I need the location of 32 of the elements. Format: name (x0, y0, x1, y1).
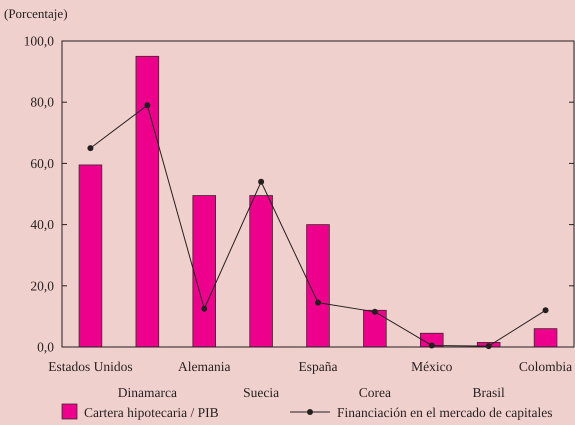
x-tick-label: Estados Unidos (48, 359, 133, 374)
y-tick-label: 0,0 (37, 340, 54, 354)
bar (249, 195, 273, 348)
legend-label: Financiación en el mercado de capitales (337, 405, 553, 420)
y-tick-label: 60,0 (30, 156, 54, 171)
point (201, 306, 208, 312)
y-axis-title: (Porcentaje) (4, 6, 68, 21)
y-tick-label: 80,0 (30, 94, 54, 110)
bar (306, 224, 330, 348)
point (258, 178, 264, 185)
point (372, 308, 378, 315)
point (87, 145, 94, 152)
x-tick-label: México (411, 359, 453, 374)
x-tick-label: Corea (358, 385, 392, 400)
x-tick-label: Dinamarca (118, 385, 177, 400)
bar (136, 56, 160, 348)
x-tick-label: Colombia (518, 359, 572, 374)
x-tick-label: España (298, 359, 338, 374)
bar (534, 328, 558, 348)
point (542, 307, 549, 314)
y-tick-label: 20,0 (30, 278, 54, 294)
x-tick-label: Suecia (243, 385, 280, 400)
bar (192, 195, 216, 348)
x-tick-label: Alemania (178, 359, 230, 374)
x-tick-label: Brasil (472, 385, 506, 400)
y-tick-label: 100,0 (24, 34, 54, 48)
y-tick-label: 40,0 (30, 217, 54, 232)
legend-label: Cartera hipotecaria / PIB (84, 405, 219, 420)
point (315, 300, 321, 306)
bar (363, 310, 387, 348)
point (144, 102, 150, 108)
bar (78, 164, 102, 348)
